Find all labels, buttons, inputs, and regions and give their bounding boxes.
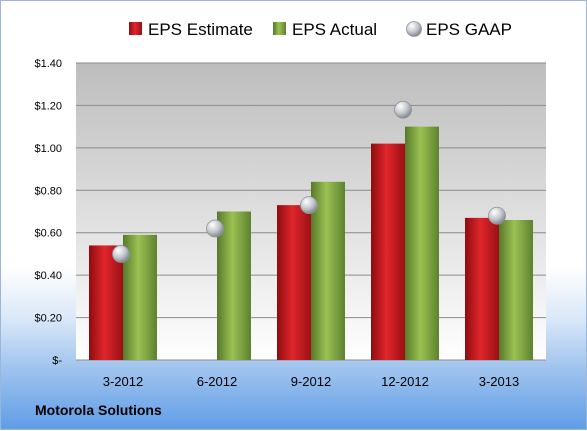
company-label: Motorola Solutions	[35, 402, 162, 418]
marker-eps-gaap	[206, 219, 224, 238]
y-tick-label: $0.60	[34, 228, 62, 240]
bar-eps-estimate	[371, 143, 405, 360]
bar-eps-actual	[499, 219, 533, 360]
bar-eps-estimate	[465, 217, 499, 360]
y-tick-label: $-	[52, 355, 62, 367]
bar-eps-actual	[217, 211, 251, 360]
y-tick-label: $0.40	[34, 270, 62, 282]
legend-swatch	[129, 22, 142, 35]
legend-label: EPS Estimate	[148, 20, 253, 39]
legend-swatch	[406, 21, 422, 37]
legend-swatch	[273, 22, 286, 35]
y-tick-label: $0.20	[34, 313, 62, 325]
marker-eps-gaap	[300, 196, 318, 215]
x-category-label: 12-2012	[381, 374, 429, 389]
bar-eps-estimate	[89, 245, 123, 360]
y-tick-label: $1.20	[34, 100, 62, 112]
marker-eps-gaap	[488, 206, 506, 225]
x-category-label: 3-2012	[103, 374, 143, 389]
bar-eps-estimate	[277, 205, 311, 360]
bar-eps-actual	[311, 181, 345, 360]
x-category-label: 3-2013	[479, 374, 519, 389]
y-tick-label: $0.80	[34, 185, 62, 197]
marker-eps-gaap	[112, 245, 130, 263]
x-category-label: 6-2012	[197, 374, 237, 389]
legend-label: EPS Actual	[292, 20, 377, 39]
marker-eps-gaap	[394, 100, 412, 119]
y-tick-label: $1.40	[34, 58, 62, 70]
legend-label: EPS GAAP	[426, 20, 512, 39]
bar-eps-actual	[405, 126, 439, 361]
x-category-label: 9-2012	[291, 374, 331, 389]
legend: EPS Estimate EPS Actual EPS GAAP	[129, 20, 512, 39]
y-tick-label: $1.00	[34, 143, 62, 155]
